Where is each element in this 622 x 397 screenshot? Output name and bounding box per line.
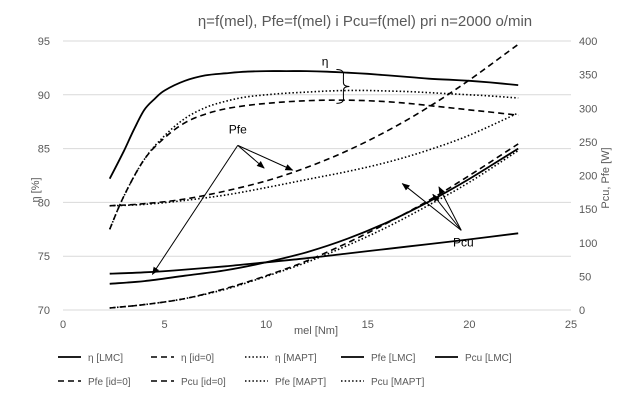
series-lines bbox=[108, 43, 519, 309]
series-line-pcu-mapt bbox=[109, 149, 519, 309]
legend-label-pfe-lmc: Pfe [LMC] bbox=[371, 353, 416, 364]
y-left-tick-label-4: 90 bbox=[38, 90, 50, 102]
pcu-arrow-1 bbox=[432, 193, 462, 231]
x-tick-label-0: 0 bbox=[60, 319, 66, 331]
y-right-tick-label-6: 300 bbox=[579, 103, 597, 115]
chart-title: η=f(mel), Pfe=f(mel) i Pcu=f(mel) pri n=… bbox=[198, 13, 532, 30]
y-left-tick-label-1: 75 bbox=[38, 251, 50, 263]
pcu-arrow-2 bbox=[438, 186, 462, 231]
y-right-tick-label-4: 200 bbox=[579, 171, 597, 183]
legend-label-pfe-mapt: Pfe [MAPT] bbox=[275, 377, 326, 388]
legend-label-eta-lmc: η [LMC] bbox=[88, 353, 123, 364]
y-axis-right-title: Pcu, Pfe [W] bbox=[600, 147, 612, 208]
x-tick-label-2: 10 bbox=[260, 319, 272, 331]
grid bbox=[63, 40, 571, 311]
legend-label-eta-id-0: η [id=0] bbox=[181, 353, 214, 364]
y-left-tick-label-5: 95 bbox=[38, 36, 50, 48]
annotation-eta: η bbox=[322, 55, 329, 69]
series-line-pfe-mapt bbox=[109, 112, 519, 207]
legend-label-pcu-mapt: Pcu [MAPT] bbox=[371, 377, 425, 388]
series-line-eta-id-0 bbox=[108, 99, 519, 230]
legend-label-eta-mapt: η [MAPT] bbox=[275, 353, 317, 364]
y-left-tick-label-3: 85 bbox=[38, 144, 50, 156]
y-right-tick-label-2: 100 bbox=[579, 238, 597, 250]
legend-label-pcu-id-0: Pcu [id=0] bbox=[181, 377, 226, 388]
series-line-pfe-id-0 bbox=[109, 43, 519, 207]
y-right-tick-label-8: 400 bbox=[579, 36, 597, 48]
tick-labels: 0 5 10 15 20 25 70 75 80 85 90 95 0 50 100 150 200 250 300… bbox=[38, 36, 598, 331]
pfe-arrow-0 bbox=[237, 144, 265, 169]
pfe-arrow-1 bbox=[237, 144, 294, 171]
legend-label-pcu-lmc: Pcu [LMC] bbox=[465, 353, 512, 364]
annotation-pcu: Pcu bbox=[453, 236, 474, 250]
y-left-tick-label-0: 70 bbox=[38, 305, 50, 317]
y-right-tick-label-0: 0 bbox=[579, 305, 585, 317]
pcu-arrow-0 bbox=[401, 183, 462, 231]
x-tick-label-1: 5 bbox=[162, 319, 168, 331]
x-tick-label-3: 15 bbox=[362, 319, 374, 331]
x-tick-label-5: 25 bbox=[565, 319, 577, 331]
y-right-tick-label-3: 150 bbox=[579, 204, 597, 216]
eta-brace bbox=[336, 69, 350, 104]
annotation-pfe: Pfe bbox=[229, 123, 247, 137]
y-right-tick-label-7: 350 bbox=[579, 70, 597, 82]
x-axis-title: mel [Nm] bbox=[294, 325, 338, 337]
y-left-tick-label-2: 80 bbox=[38, 197, 50, 209]
legend: η [LMC] η [id=0] η [MAPT] Pfe [LMC] Pcu [LMC… bbox=[58, 353, 512, 388]
series-line-eta-lmc bbox=[108, 70, 519, 180]
legend-label-pfe-id-0: Pfe [id=0] bbox=[88, 377, 131, 388]
y-right-tick-label-1: 50 bbox=[579, 271, 591, 283]
pfe-arrow-2 bbox=[151, 145, 239, 276]
annotations: η Pfe Pcu bbox=[151, 55, 474, 276]
y-axis-left-title: η [%] bbox=[30, 177, 42, 202]
series-line-pcu-lmc bbox=[109, 147, 519, 285]
y-right-tick-label-5: 250 bbox=[579, 137, 597, 149]
x-tick-label-4: 20 bbox=[463, 319, 475, 331]
series-line-pfe-lmc bbox=[109, 232, 519, 275]
